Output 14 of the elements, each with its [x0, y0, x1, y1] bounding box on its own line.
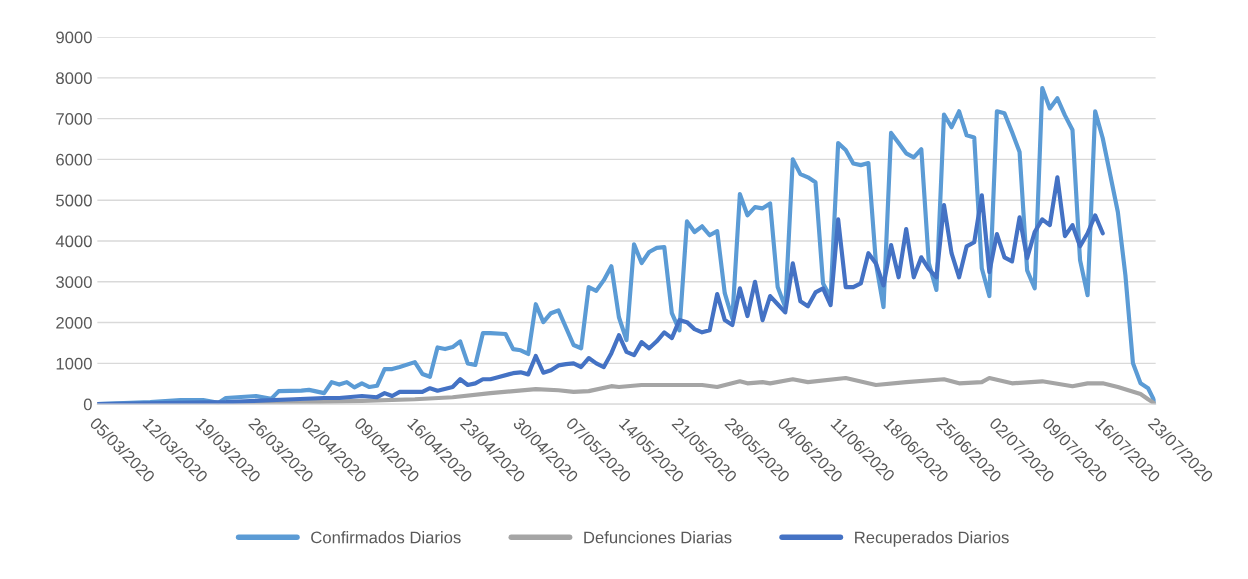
legend-label: Recuperados Diarios	[855, 531, 1009, 547]
line-series	[97, 175, 1105, 405]
y-tick-label: 5000	[56, 194, 92, 207]
y-tick-label: 7000	[56, 113, 92, 125]
y-tick-label: 1000	[56, 357, 92, 370]
y-tick-label: 9000	[56, 31, 92, 44]
legend-label: Defunciones Diarias	[584, 531, 732, 544]
y-tick-label: 2000	[56, 316, 92, 329]
legend-label: Confirmados Diarios	[311, 531, 461, 544]
y-tick-label: 8000	[56, 72, 92, 85]
y-tick-label: 3000	[56, 276, 92, 288]
y-tick-label: 0	[83, 398, 92, 411]
y-tick-label: 6000	[56, 153, 92, 166]
y-tick-label: 4000	[55, 235, 92, 248]
